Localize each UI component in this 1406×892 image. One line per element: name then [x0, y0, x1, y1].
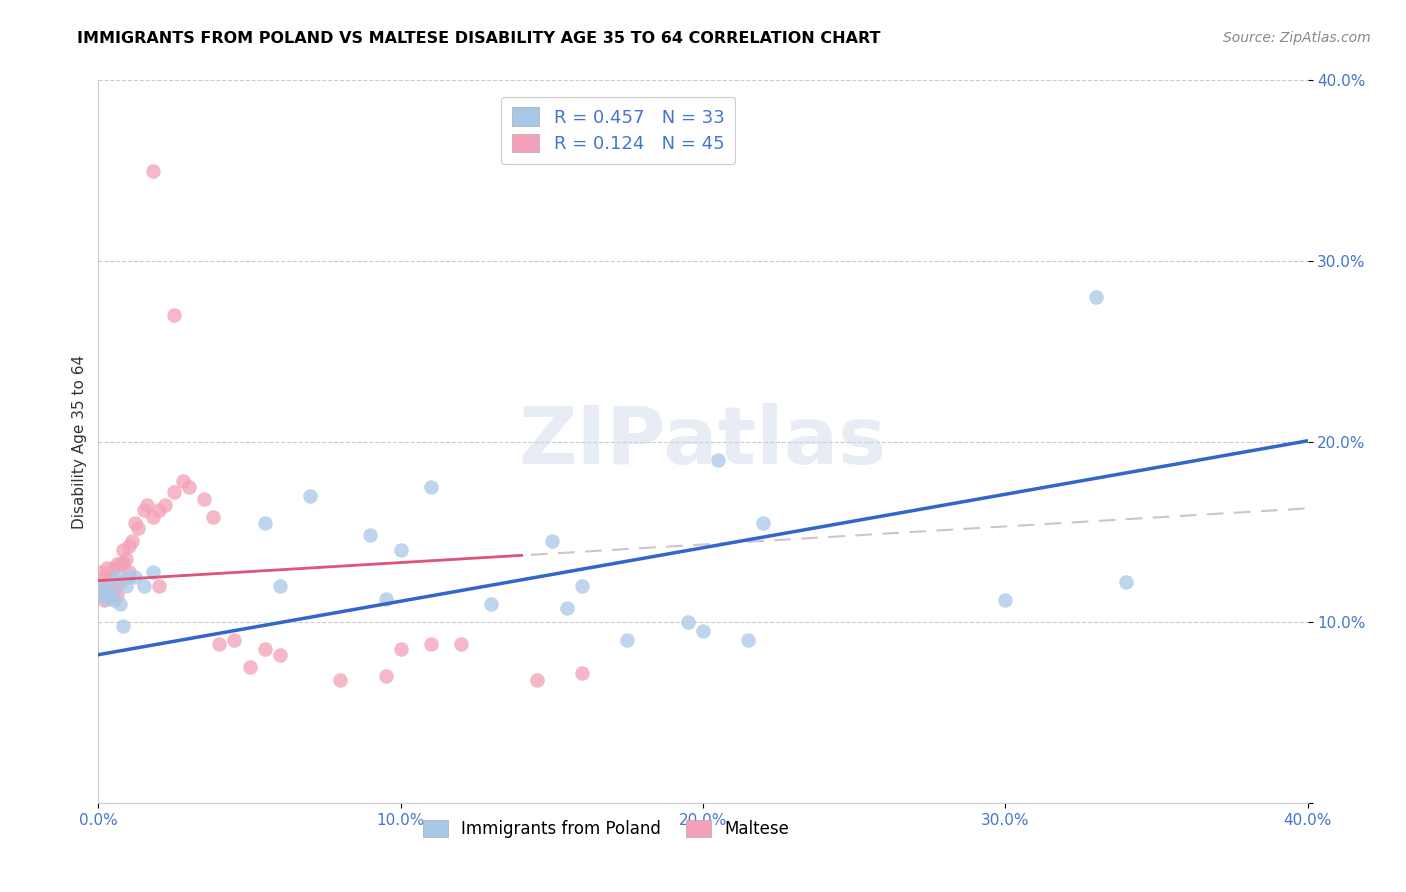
- Point: [163, 485, 186, 500]
- Point: [100, 582, 122, 597]
- Point: [114, 552, 136, 566]
- Point: [111, 619, 134, 633]
- Point: [105, 570, 128, 584]
- Point: [153, 498, 176, 512]
- Point: [374, 669, 396, 683]
- Point: [132, 579, 155, 593]
- Point: [93, 579, 115, 593]
- Point: [692, 624, 714, 639]
- Point: [299, 489, 322, 503]
- Point: [239, 660, 262, 674]
- Point: [132, 503, 155, 517]
- Point: [96, 582, 118, 597]
- Point: [100, 588, 122, 602]
- Point: [707, 452, 730, 467]
- Text: Source: ZipAtlas.com: Source: ZipAtlas.com: [1223, 31, 1371, 45]
- Point: [100, 570, 122, 584]
- Point: [103, 593, 125, 607]
- Point: [124, 570, 146, 584]
- Point: [389, 542, 412, 557]
- Point: [142, 163, 165, 178]
- Point: [93, 593, 115, 607]
- Point: [202, 510, 225, 524]
- Point: [118, 570, 141, 584]
- Text: IMMIGRANTS FROM POLAND VS MALTESE DISABILITY AGE 35 TO 64 CORRELATION CHART: IMMIGRANTS FROM POLAND VS MALTESE DISABI…: [77, 31, 880, 46]
- Point: [374, 591, 396, 606]
- Point: [752, 516, 775, 530]
- Point: [90, 565, 112, 579]
- Text: ZIPatlas: ZIPatlas: [519, 402, 887, 481]
- Point: [208, 637, 231, 651]
- Point: [540, 533, 562, 548]
- Point: [103, 561, 125, 575]
- Point: [142, 565, 165, 579]
- Point: [96, 561, 118, 575]
- Point: [329, 673, 352, 687]
- Point: [269, 648, 291, 662]
- Point: [179, 480, 201, 494]
- Point: [253, 642, 276, 657]
- Point: [676, 615, 699, 630]
- Point: [135, 498, 157, 512]
- Point: [108, 597, 131, 611]
- Point: [111, 542, 134, 557]
- Point: [389, 642, 412, 657]
- Point: [121, 533, 143, 548]
- Point: [93, 570, 115, 584]
- Point: [108, 558, 131, 572]
- Point: [105, 558, 128, 572]
- Point: [96, 591, 118, 606]
- Point: [105, 588, 128, 602]
- Point: [253, 516, 276, 530]
- Point: [269, 579, 291, 593]
- Point: [616, 633, 638, 648]
- Point: [994, 593, 1017, 607]
- Point: [1115, 575, 1137, 590]
- Point: [111, 556, 134, 570]
- Point: [172, 475, 194, 489]
- Point: [360, 528, 382, 542]
- Point: [526, 673, 548, 687]
- Point: [193, 492, 215, 507]
- Point: [163, 308, 186, 322]
- Point: [142, 510, 165, 524]
- Point: [90, 588, 112, 602]
- Point: [114, 579, 136, 593]
- Point: [420, 480, 443, 494]
- Point: [127, 521, 149, 535]
- Point: [481, 597, 503, 611]
- Point: [224, 633, 246, 648]
- Point: [555, 600, 578, 615]
- Point: [148, 503, 170, 517]
- Y-axis label: Disability Age 35 to 64: Disability Age 35 to 64: [72, 354, 87, 529]
- Point: [118, 539, 141, 553]
- Point: [148, 579, 170, 593]
- Point: [108, 575, 131, 590]
- Point: [420, 637, 443, 651]
- Point: [90, 582, 112, 597]
- Point: [571, 665, 593, 680]
- Point: [118, 565, 141, 579]
- Point: [450, 637, 472, 651]
- Point: [737, 633, 759, 648]
- Point: [1085, 290, 1108, 304]
- Point: [124, 516, 146, 530]
- Point: [103, 582, 125, 597]
- Legend: Immigrants from Poland, Maltese: Immigrants from Poland, Maltese: [416, 814, 796, 845]
- Point: [571, 579, 593, 593]
